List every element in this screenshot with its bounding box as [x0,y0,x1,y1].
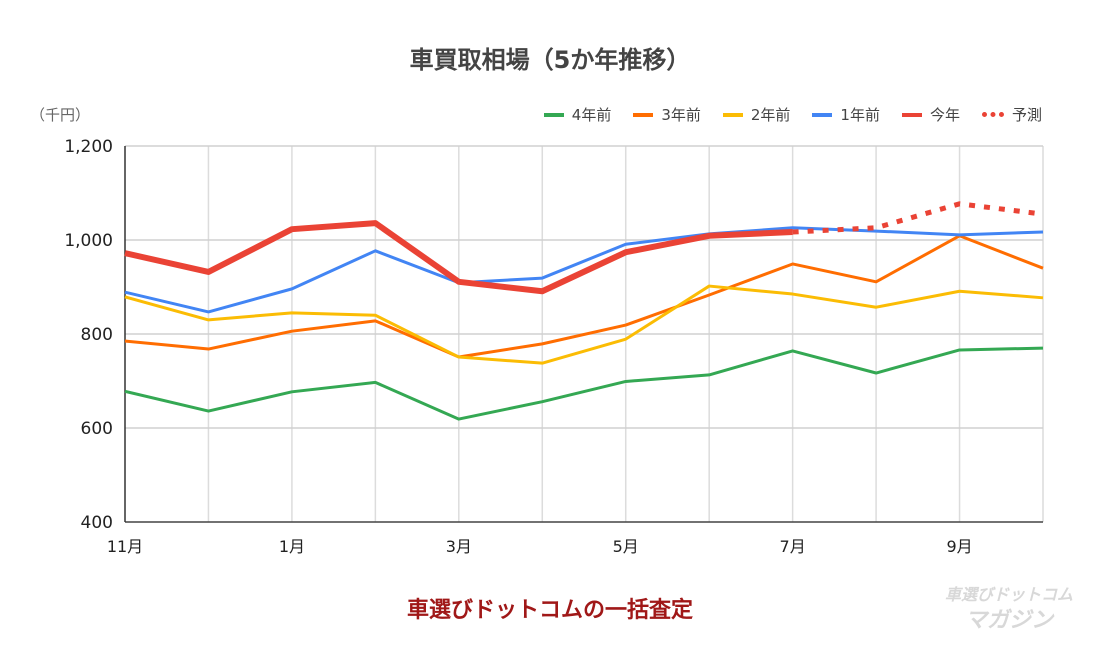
chart-title: 車買取相場（5か年推移） [409,46,691,74]
legend-item: 3年前 [633,104,701,125]
legend-label: 3年前 [661,106,701,124]
watermark-line2: マガジン [965,608,1054,633]
legend-swatch [722,112,743,117]
x-tick-label: 5月 [613,537,639,556]
watermark-logo: 車選びドットコム マガジン [945,582,1073,634]
y-tick-label: 800 [81,325,113,345]
legend-swatch [633,112,654,117]
legend-label: 今年 [929,106,960,124]
legend-swatch [543,112,564,117]
legend-label: 1年前 [840,106,880,124]
x-tick-label: 9月 [946,537,972,556]
y-tick-label: 400 [81,513,113,533]
legend-item: 予測 [981,104,1042,125]
series-line-2年前 [124,284,1044,365]
x-tick-label: 1月 [279,537,305,556]
legend-item: 今年 [901,104,960,125]
series-line-4年前 [124,346,1044,421]
y-axis-unit-label: （千円） [30,106,91,124]
y-tick-label: 1,000 [64,231,113,251]
x-tick-label: 11月 [107,537,143,556]
x-tick-label: 7月 [780,537,806,556]
x-tick-label: 3月 [446,537,472,556]
legend-swatch [812,112,833,117]
legend-item: 4年前 [543,104,612,125]
source-caption: 車選びドットコムの一括査定 [406,598,693,623]
y-tick-label: 600 [81,419,113,439]
series-line-今年 [124,220,793,295]
series-line-1年前 [124,226,1044,314]
legend-label: 4年前 [571,106,612,124]
legend: 4年前 3年前 2年前 1年前 今年 予測 [543,104,1042,125]
watermark-line1: 車選びドットコム [945,585,1074,604]
legend-item: 1年前 [812,104,880,125]
legend-item: 2年前 [722,104,791,125]
legend-swatch [981,112,1004,117]
y-tick-label: 1,200 [64,137,113,157]
legend-label: 予測 [1011,106,1042,124]
legend-label: 2年前 [750,106,791,124]
series-line-3年前 [124,234,1044,359]
series-line-予測 [792,201,1044,235]
legend-swatch [901,112,922,117]
